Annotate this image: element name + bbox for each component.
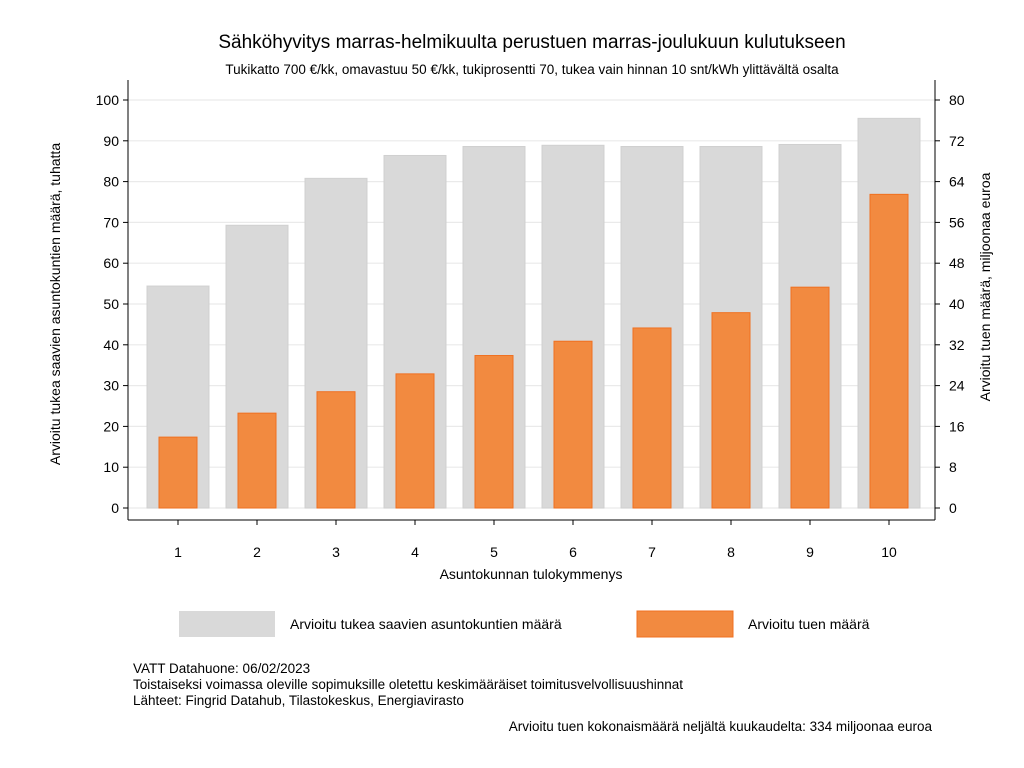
legend-label-support: Arvioitu tuen määrä bbox=[748, 616, 870, 632]
y-left-tick-label: 40 bbox=[103, 337, 119, 353]
y-right-tick-label: 8 bbox=[949, 459, 957, 475]
bar-support bbox=[474, 355, 514, 509]
y-right-tick-label: 0 bbox=[949, 500, 957, 516]
y-left-tick-label: 80 bbox=[103, 174, 119, 190]
note-assumption: Toistaiseksi voimassa oleville sopimuksi… bbox=[133, 677, 683, 692]
x-tick-label: 8 bbox=[727, 544, 735, 560]
bar-support bbox=[395, 373, 435, 509]
y-axis-right-label: Arvioitu tuen määrä, miljoonaa euroa bbox=[977, 172, 993, 401]
y-left-tick-label: 90 bbox=[103, 133, 119, 149]
legend-swatch-support bbox=[636, 610, 734, 638]
bar-support bbox=[632, 327, 672, 509]
y-left-tick-label: 70 bbox=[103, 214, 119, 230]
bar-support bbox=[237, 412, 277, 509]
note-source-date: VATT Datahuone: 06/02/2023 bbox=[133, 661, 311, 676]
y-right-tick-label: 56 bbox=[949, 214, 965, 230]
y-right-tick-label: 48 bbox=[949, 255, 965, 271]
y-left-tick-label: 60 bbox=[103, 255, 119, 271]
legend-swatch-households bbox=[179, 611, 275, 637]
bar-support bbox=[158, 436, 198, 509]
chart-subtitle: Tukikatto 700 €/kk, omavastuu 50 €/kk, t… bbox=[225, 62, 839, 77]
y-right-tick-label: 72 bbox=[949, 133, 965, 149]
note-sources: Lähteet: Fingrid Datahub, Tilastokeskus,… bbox=[133, 693, 464, 708]
x-tick-label: 4 bbox=[411, 544, 419, 560]
bar-support bbox=[869, 193, 909, 509]
y-right-tick-label: 64 bbox=[949, 174, 965, 190]
x-tick-label: 1 bbox=[174, 544, 182, 560]
y-right-tick-label: 24 bbox=[949, 378, 965, 394]
y-right-tick-label: 80 bbox=[949, 92, 965, 108]
y-left-tick-label: 50 bbox=[103, 296, 119, 312]
x-tick-label: 10 bbox=[881, 544, 897, 560]
y-left-tick-label: 0 bbox=[111, 500, 119, 516]
y-left-tick-label: 100 bbox=[96, 92, 120, 108]
y-left-tick-label: 10 bbox=[103, 459, 119, 475]
bar-support bbox=[711, 312, 751, 509]
note-total: Arvioitu tuen kokonaismäärä neljältä kuu… bbox=[508, 719, 932, 734]
legend: Arvioitu tukea saavien asuntokuntien mää… bbox=[179, 610, 870, 638]
x-tick-label: 6 bbox=[569, 544, 577, 560]
y-left-tick-label: 30 bbox=[103, 378, 119, 394]
x-tick-label: 7 bbox=[648, 544, 656, 560]
legend-label-households: Arvioitu tukea saavien asuntokuntien mää… bbox=[290, 616, 562, 632]
x-tick-label: 5 bbox=[490, 544, 498, 560]
x-tick-label: 9 bbox=[806, 544, 814, 560]
x-tick-label: 2 bbox=[253, 544, 261, 560]
x-axis-label: Asuntokunnan tulokymmenys bbox=[440, 566, 623, 582]
chart-title: Sähköhyvitys marras-helmikuulta perustue… bbox=[218, 32, 846, 53]
y-right-tick-label: 32 bbox=[949, 337, 965, 353]
bar-support bbox=[790, 286, 830, 509]
y-right-tick-label: 40 bbox=[949, 296, 965, 312]
y-left-tick-label: 20 bbox=[103, 418, 119, 434]
bar-support bbox=[316, 391, 356, 509]
y-right-tick-label: 16 bbox=[949, 418, 965, 434]
y-axis-left-label: Arvioitu tukea saavien asuntokuntien mää… bbox=[47, 143, 63, 465]
x-tick-label: 3 bbox=[332, 544, 340, 560]
bar-support bbox=[553, 340, 593, 509]
